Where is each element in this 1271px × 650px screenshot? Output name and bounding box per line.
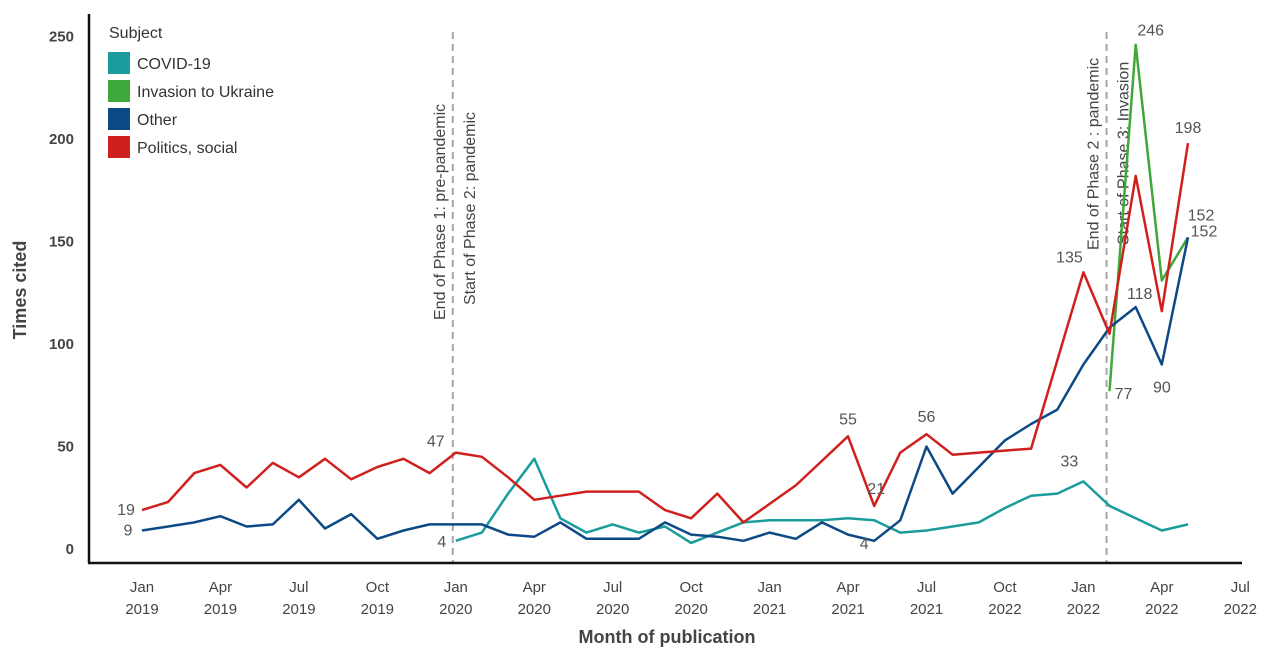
x-tick-label: Jan	[130, 579, 154, 596]
data-label: 4	[437, 534, 446, 551]
y-tick-label: 50	[57, 439, 74, 456]
x-tick-label: Apr	[1150, 579, 1173, 596]
data-label: 19	[117, 502, 135, 519]
x-tick-label: Apr	[836, 579, 859, 596]
data-label: 246	[1137, 23, 1164, 40]
x-tick-label: Oct	[679, 579, 703, 596]
x-tick-label: Oct	[993, 579, 1017, 596]
x-tick-label: 2019	[204, 601, 237, 618]
data-label: 4	[860, 536, 869, 553]
phase-start-label: Start of Phase 3: Invasion	[1116, 62, 1133, 245]
data-label: 9	[124, 523, 133, 540]
data-label: 135	[1056, 249, 1083, 266]
x-tick-label: 2021	[910, 601, 943, 618]
x-tick-label: 2021	[753, 601, 786, 618]
y-tick-label: 100	[49, 336, 74, 353]
x-tick-label: 2022	[1224, 601, 1257, 618]
x-tick-label: 2020	[596, 601, 629, 618]
x-tick-label: Apr	[523, 579, 546, 596]
x-tick-labels: Jan 2019 Apr 2019 Jul 2019 Oct 2019 Jan 2020 Apr 20…	[125, 579, 1257, 618]
x-tick-label: 2022	[1067, 601, 1100, 618]
x-tick-label: 2021	[831, 601, 864, 618]
x-tick-label: 2022	[1145, 601, 1178, 618]
legend-swatch	[108, 80, 130, 102]
data-label: 77	[1115, 386, 1133, 403]
data-label: 21	[867, 481, 885, 498]
legend-label: Politics, social	[137, 140, 237, 157]
x-tick-label: Jan	[758, 579, 782, 596]
x-tick-label: Jan	[1071, 579, 1095, 596]
y-tick-label: 200	[49, 131, 74, 148]
legend-swatch	[108, 52, 130, 74]
y-tick-labels: 0 50 100 150 200 250	[49, 29, 74, 559]
series-lines	[141, 43, 1190, 545]
phase-end-label: End of Phase 1: pre-pandemic	[432, 104, 449, 320]
y-tick-label: 150	[49, 234, 74, 251]
x-tick-label: Apr	[209, 579, 232, 596]
x-tick-label: 2020	[439, 601, 472, 618]
phase-start-label: Start of Phase 2: pandemic	[462, 112, 479, 305]
legend-swatch	[108, 108, 130, 130]
y-tick-label: 0	[66, 541, 74, 558]
x-tick-label: Jul	[289, 579, 308, 596]
phase-end-label: End of Phase 2 : pandemic	[1086, 58, 1103, 250]
x-tick-label: 2019	[125, 601, 158, 618]
x-tick-label: Jul	[917, 579, 936, 596]
x-tick-label: 2019	[282, 601, 315, 618]
data-label: 118	[1127, 286, 1153, 303]
x-axis-title: Month of publication	[579, 627, 756, 647]
series-line	[141, 237, 1190, 543]
legend-label: Invasion to Ukraine	[137, 84, 274, 101]
data-label: 198	[1175, 120, 1202, 137]
axes	[87, 14, 1242, 565]
x-tick-label: 2020	[518, 601, 551, 618]
data-label: 55	[839, 411, 857, 428]
x-tick-label: 2022	[988, 601, 1021, 618]
legend: Subject COVID-19 Invasion to Ukraine Other…	[108, 25, 274, 158]
x-tick-label: 2019	[361, 601, 394, 618]
y-axis-title: Times cited	[10, 241, 30, 340]
phase-annotations: End of Phase 1: pre-pandemic Start of Pha…	[432, 32, 1133, 562]
legend-label: COVID-19	[137, 56, 211, 73]
series-line	[141, 142, 1190, 524]
legend-label: Other	[137, 112, 178, 129]
x-tick-label: Oct	[366, 579, 390, 596]
data-label: 47	[427, 434, 445, 451]
x-tick-label: Jul	[603, 579, 622, 596]
data-label: 33	[1061, 453, 1079, 470]
x-tick-label: Jul	[1231, 579, 1250, 596]
series-line	[455, 457, 1189, 545]
x-tick-label: 2020	[674, 601, 707, 618]
data-label: 152	[1191, 223, 1218, 240]
series-line	[1108, 43, 1190, 392]
legend-swatch	[108, 136, 130, 158]
data-label: 90	[1153, 380, 1171, 397]
y-tick-label: 250	[49, 29, 74, 46]
x-tick-label: Jan	[444, 579, 468, 596]
data-label: 152	[1188, 207, 1215, 224]
data-label: 56	[918, 409, 936, 426]
legend-title: Subject	[109, 25, 163, 42]
